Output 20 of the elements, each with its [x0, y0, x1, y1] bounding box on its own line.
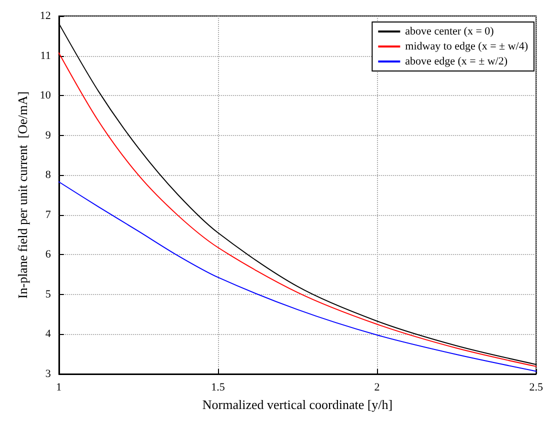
y-tick-label: 8 [45, 169, 52, 182]
y-tick-label: 9 [45, 129, 52, 142]
y-tick-label: 6 [45, 248, 52, 261]
x-tick-label: 1 [56, 382, 62, 394]
x-axis-title: Normalized vertical coordinate [y/h] [202, 397, 393, 412]
line-series [58, 181, 537, 372]
legend-label: above edge (x = ± w/2) [405, 56, 508, 68]
y-tick-label: 7 [45, 208, 52, 221]
y-tick-label: 12 [40, 10, 51, 22]
x-tick-label: 2.5 [529, 382, 544, 394]
legend-label: midway to edge (x = ± w/4) [405, 40, 528, 52]
x-tick-label: 2 [374, 382, 380, 394]
y-tick-label: 5 [45, 288, 52, 300]
y-tick-label: 4 [45, 328, 52, 340]
x-tick-label: 1.5 [211, 382, 226, 394]
legend-label: above center (x = 0) [405, 26, 494, 38]
y-tick-label: 11 [40, 50, 51, 62]
y-tick-label: 3 [45, 368, 52, 380]
y-tick-label: 10 [40, 90, 52, 102]
y-axis-title: In-plane field per unit current [Oe/mA] [15, 91, 30, 299]
